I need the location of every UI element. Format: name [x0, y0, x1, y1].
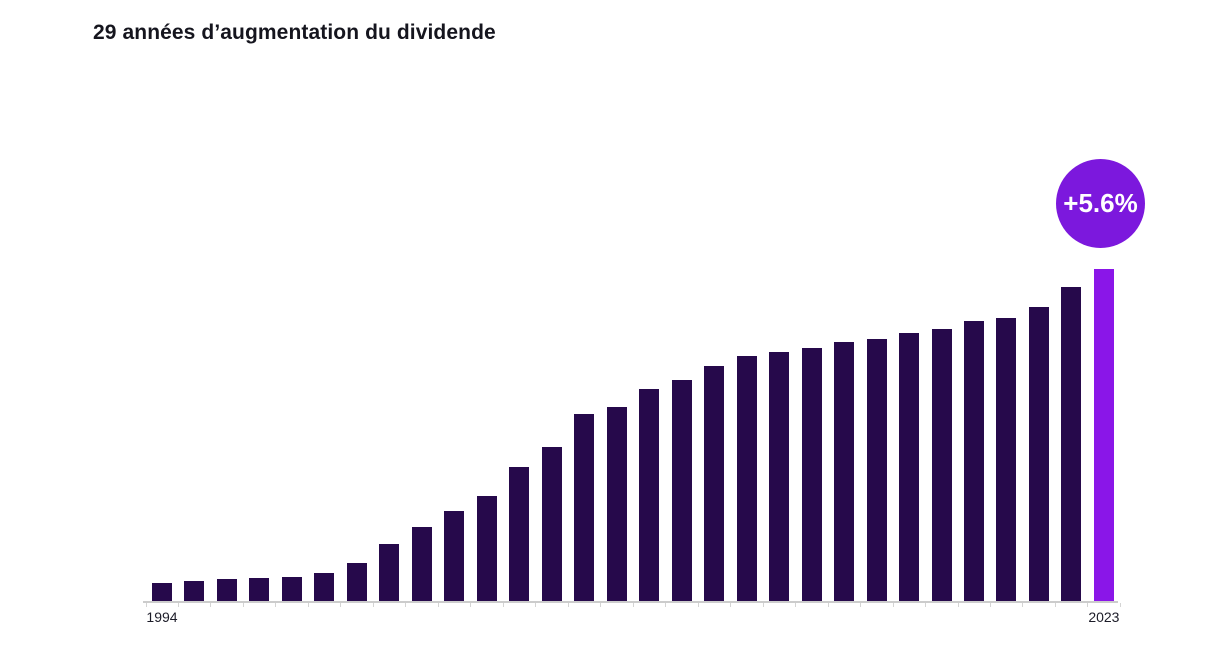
bar-2020	[996, 318, 1017, 602]
x-axis-tick	[1119, 602, 1121, 607]
x-axis-tick	[697, 602, 699, 607]
bar-2022	[1061, 287, 1082, 602]
x-axis-label-last-year: 2023	[1088, 609, 1120, 625]
x-axis-line	[143, 601, 1118, 603]
x-axis-tick	[210, 602, 212, 607]
x-axis-tick	[502, 602, 504, 607]
bar-2018	[931, 329, 952, 602]
x-axis-tick	[989, 602, 991, 607]
bar-2004	[476, 496, 497, 602]
bar-2002	[411, 527, 432, 602]
x-axis-tick	[665, 602, 667, 607]
bar-2015	[834, 342, 855, 602]
x-axis-tick	[535, 602, 537, 607]
bar-2023	[1093, 269, 1114, 602]
x-axis-tick	[730, 602, 732, 607]
x-axis-tick	[957, 602, 959, 607]
x-axis-tick	[1022, 602, 1024, 607]
bar-2000	[346, 563, 367, 602]
bar-1997	[249, 578, 270, 602]
bar-2006	[541, 447, 562, 602]
x-axis-tick	[307, 602, 309, 607]
x-axis-tick	[437, 602, 439, 607]
bar-2011	[704, 366, 725, 602]
x-axis-tick	[405, 602, 407, 607]
x-axis-tick	[860, 602, 862, 607]
bar-2003	[444, 511, 465, 602]
bar-2008	[606, 407, 627, 602]
x-axis-tick	[795, 602, 797, 607]
growth-badge-label: +5.6%	[1063, 188, 1138, 218]
bar-2013	[769, 352, 790, 602]
bar-2014	[801, 348, 822, 602]
bar-2009	[639, 389, 660, 602]
bar-1998	[281, 577, 302, 602]
bar-2021	[1028, 307, 1049, 602]
growth-badge-circle: +5.6%	[1056, 159, 1145, 248]
x-axis-tick	[1054, 602, 1056, 607]
bar-2012	[736, 356, 757, 602]
x-axis-tick	[827, 602, 829, 607]
x-axis-tick	[892, 602, 894, 607]
bar-2016	[866, 339, 887, 602]
bar-1996	[216, 579, 237, 602]
x-axis-tick	[145, 602, 147, 607]
x-axis-tick	[242, 602, 244, 607]
bar-2010	[671, 380, 692, 602]
x-axis-tick	[177, 602, 179, 607]
x-axis-tick	[275, 602, 277, 607]
chart-title: 29 années d’augmentation du dividende	[93, 21, 496, 44]
bar-2001	[379, 544, 400, 602]
x-axis-tick	[600, 602, 602, 607]
bar-2007	[574, 414, 595, 602]
x-axis-label-first-year: 1994	[146, 609, 178, 625]
x-axis-tick	[470, 602, 472, 607]
bar-2005	[509, 467, 530, 602]
bar-2017	[899, 333, 920, 602]
bar-2019	[964, 321, 984, 602]
bar-1999	[314, 573, 335, 602]
x-axis-tick	[762, 602, 764, 607]
x-axis-tick	[925, 602, 927, 607]
x-axis-tick	[340, 602, 342, 607]
x-axis-tick	[372, 602, 374, 607]
x-axis-tick	[632, 602, 634, 607]
x-axis-tick	[1087, 602, 1089, 607]
bar-1994	[152, 583, 172, 602]
bar-1995	[184, 581, 205, 602]
x-axis-tick	[567, 602, 569, 607]
